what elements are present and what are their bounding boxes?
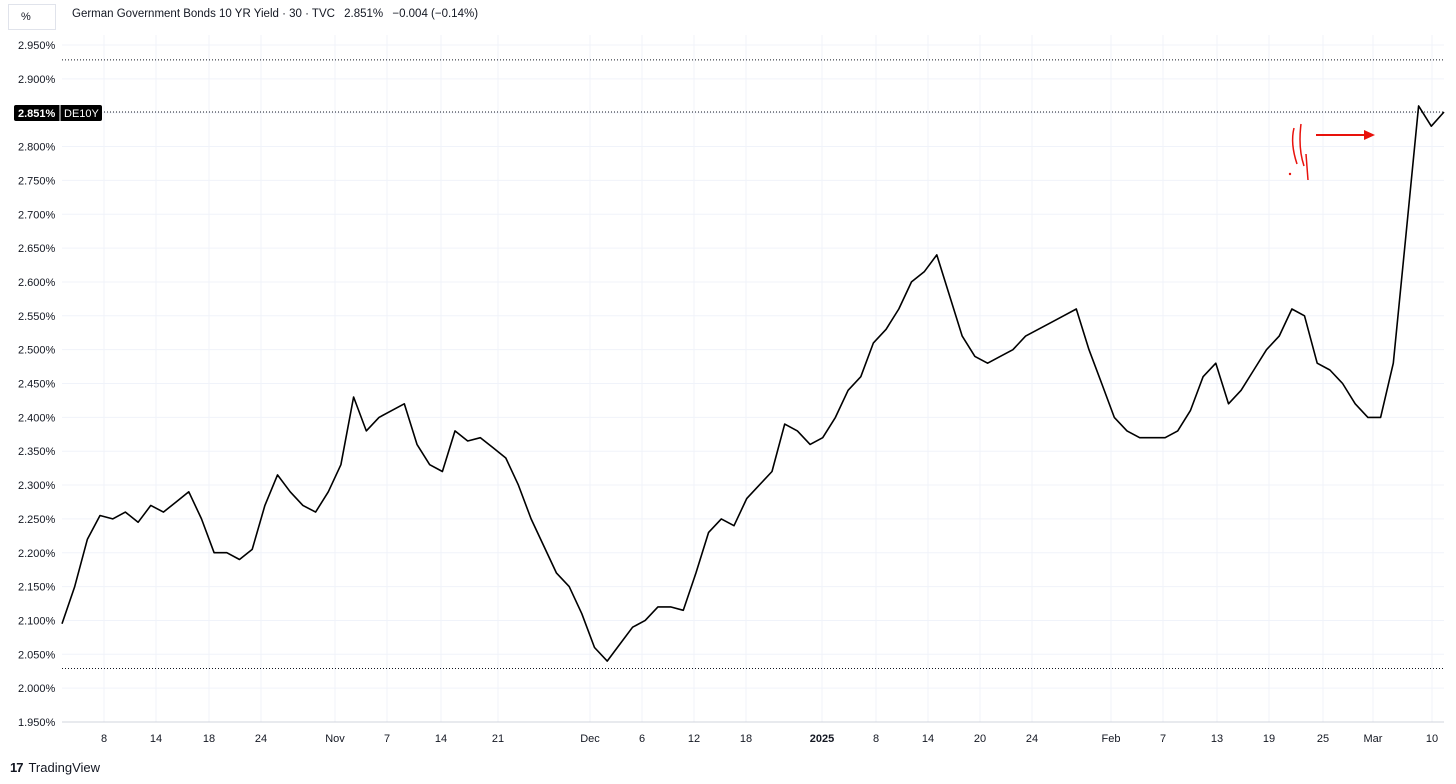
annotations (1288, 123, 1375, 181)
x-tick-label: 14 (435, 733, 447, 745)
y-tick-label: 2.300% (18, 480, 56, 492)
tradingview-brand: TradingView (28, 760, 101, 775)
tradingview-logo-mark: 17 (10, 760, 24, 775)
y-tick-label: 2.800% (18, 142, 56, 154)
y-tick-label: 2.700% (18, 209, 56, 221)
x-tick-label: 8 (873, 733, 879, 745)
x-tick-label: 13 (1211, 733, 1223, 745)
x-tick-label: 14 (922, 733, 934, 745)
x-tick-label: Nov (325, 733, 345, 745)
series-line-de10y[interactable] (61, 105, 1445, 662)
y-tick-label: 2.100% (18, 615, 56, 627)
x-tick-label: 20 (974, 733, 986, 745)
x-tick-label: 19 (1263, 733, 1275, 745)
x-tick-label: 7 (384, 733, 390, 745)
y-tick-label: 2.150% (18, 582, 56, 594)
y-tick-label: 2.000% (18, 683, 56, 695)
series-layer (61, 105, 1445, 662)
x-tick-label: 8 (101, 733, 107, 745)
change-value: −0.004 (−0.14%) (392, 8, 479, 20)
x-tick-label: 10 (1426, 733, 1438, 745)
x-tick-label: 14 (150, 733, 162, 745)
y-tick-label: 2.900% (18, 74, 56, 86)
x-tick-label: 12 (688, 733, 700, 745)
y-tick-label: 2.200% (18, 548, 56, 560)
y-tick-label: 2.600% (18, 277, 56, 289)
x-tick-label: 18 (740, 733, 752, 745)
annotation-scribble-3 (1305, 153, 1309, 181)
price-tag-bg (14, 105, 102, 121)
x-tick-label: 25 (1317, 733, 1329, 745)
x-tick-label: 24 (1026, 733, 1038, 745)
x-tick-label: 2025 (810, 733, 834, 745)
unit-label[interactable]: % (8, 4, 56, 30)
grid-layer (62, 35, 1444, 723)
symbol-title[interactable]: German Government Bonds 10 YR Yield · 30… (72, 8, 335, 20)
annotation-arrow-head (1364, 130, 1375, 140)
price-tag-layer: 2.851% DE10Y (14, 105, 102, 121)
y-tick-label: 2.250% (18, 514, 56, 526)
annotation-scribble-1 (1291, 127, 1298, 165)
last-value: 2.851% (344, 8, 384, 20)
y-tick-label: 2.450% (18, 379, 56, 391)
x-tick-label: Feb (1102, 733, 1121, 745)
y-tick-label: 2.550% (18, 311, 56, 323)
y-tick-label: 2.950% (18, 40, 56, 52)
annotation-scribble-2 (1299, 123, 1305, 167)
reference-lines (62, 59, 1444, 670)
x-tick-label: 21 (492, 733, 504, 745)
x-tick-label: 7 (1160, 733, 1166, 745)
chart-legend-header: German Government Bonds 10 YR Yield · 30… (72, 8, 484, 20)
y-tick-label: 2.650% (18, 243, 56, 255)
y-tick-label: 2.050% (18, 649, 56, 661)
y-tick-label: 1.950% (18, 717, 56, 729)
x-tick-label: 24 (255, 733, 267, 745)
x-tick-label: Dec (580, 733, 600, 745)
x-tick-label: Mar (1364, 733, 1383, 745)
axes: 2.950%2.900%2.850%2.800%2.750%2.700%2.65… (18, 40, 1444, 745)
x-tick-label: 18 (203, 733, 215, 745)
y-tick-label: 2.750% (18, 175, 56, 187)
tradingview-logo[interactable]: 17 TradingView (10, 760, 100, 775)
price-tag-symbol: DE10Y (64, 108, 100, 120)
x-tick-label: 6 (639, 733, 645, 745)
y-tick-label: 2.400% (18, 412, 56, 424)
y-tick-label: 2.500% (18, 345, 56, 357)
y-tick-label: 2.350% (18, 446, 56, 458)
annotation-dot (1288, 172, 1292, 176)
price-tag-value: 2.851% (18, 108, 56, 120)
